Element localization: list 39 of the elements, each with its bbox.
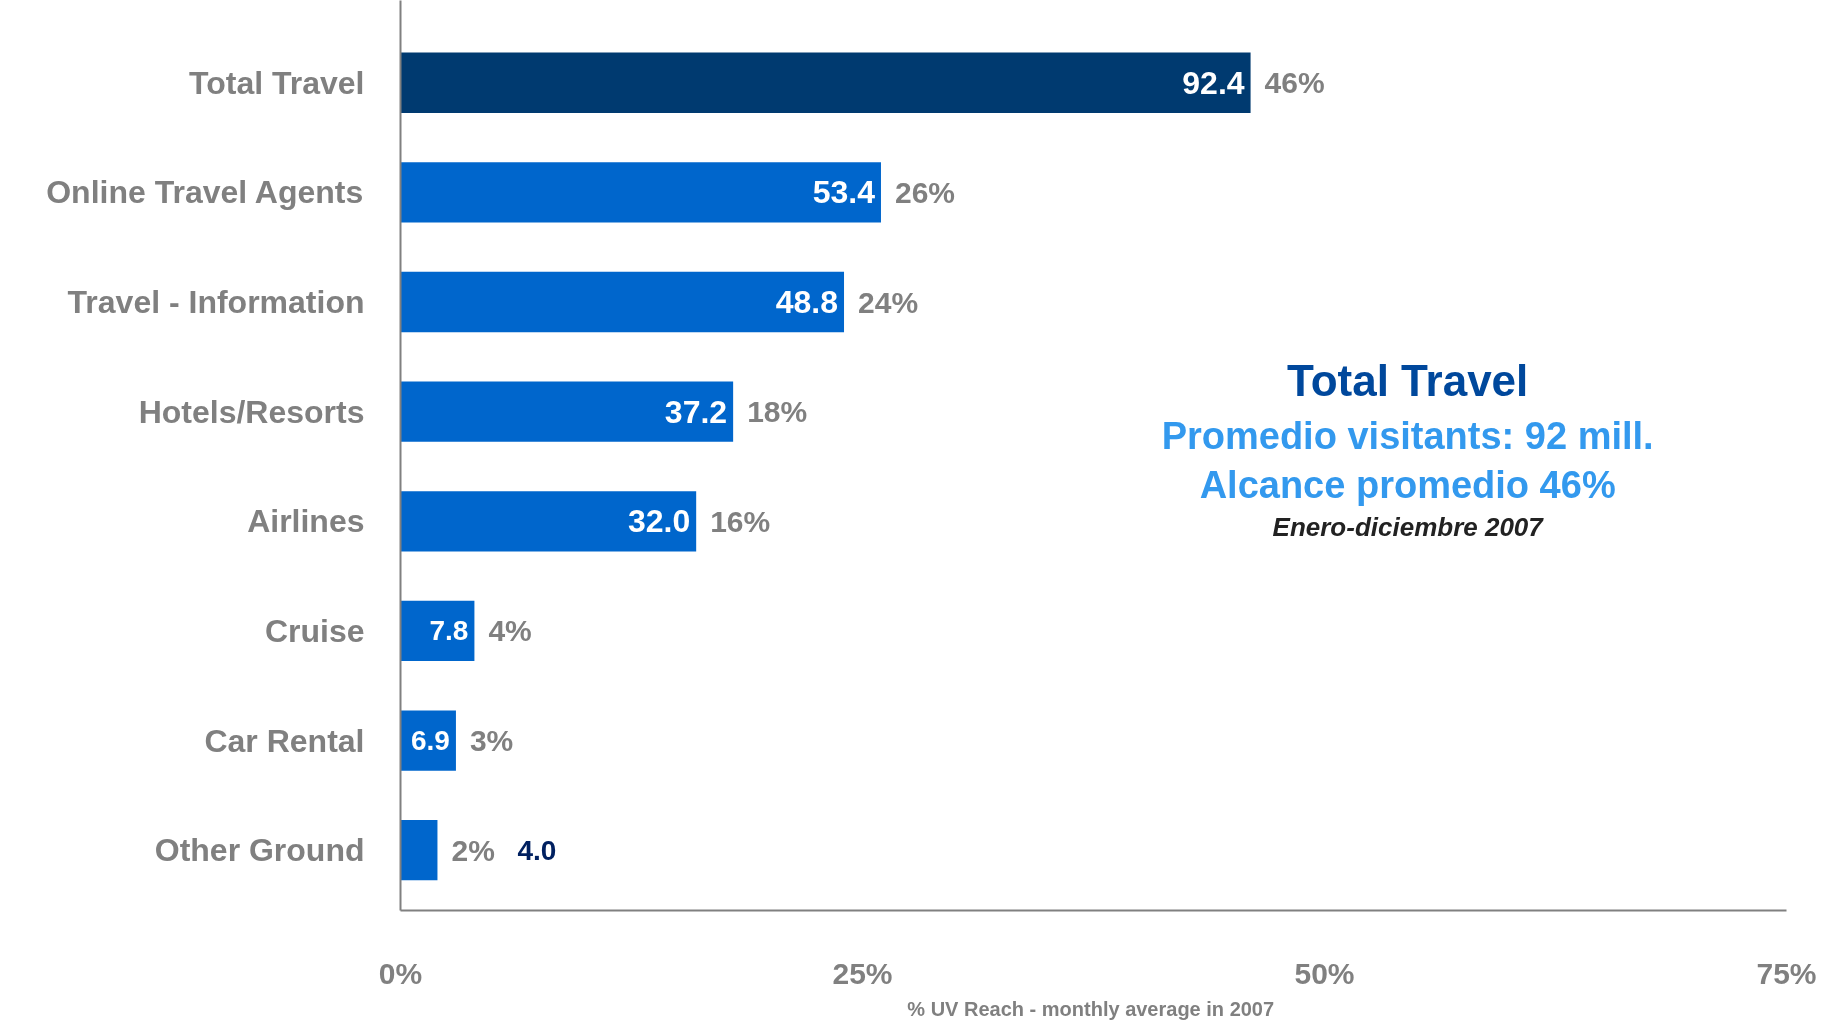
annotation: 37.2 [664,393,728,430]
y-tick-label: Online Travel Agents [46,174,364,211]
bar [400,381,734,442]
y-tick-label: Travel - Information [67,284,365,321]
data-label: 4% [488,614,532,648]
annotation: 7.8 [429,615,469,647]
bar [400,52,1251,113]
bar [400,491,697,552]
x-tick-label: 75% [1756,956,1817,990]
y-tick-label: Airlines [247,503,365,540]
data-label: 26% [894,175,956,209]
annotation: 6.9 [411,725,450,757]
x-tick-label: 50% [1294,956,1355,990]
x-tick-label: 0% [378,956,423,990]
data-label: 3% [469,724,514,758]
y-tick-label: Car Rental [204,722,365,759]
data-label: 18% [747,395,808,429]
annotation: 92.4 [1182,64,1245,101]
y-tick-label: Total Travel [189,64,365,101]
annotation: Total Travel [1287,356,1529,406]
bar [400,162,881,223]
annotation: 4.0 [517,834,557,866]
y-tick-label: Cruise [264,612,365,649]
bar [400,820,438,881]
data-label: 46% [1264,66,1325,100]
annotation: Alcance promedio 46% [1199,464,1616,507]
y-tick-label: Hotels/Resorts [138,393,365,430]
annotation: 53.4 [812,174,876,211]
data-label: 16% [710,504,771,538]
x-axis-title: % UV Reach - monthly average in 2007 [907,997,1275,1020]
annotation: 48.8 [775,284,839,321]
annotation: Promedio visitants: 92 mill. [1161,414,1654,457]
annotation: Enero-diciembre 2007 [1272,511,1545,542]
annotation: 32.0 [627,503,691,540]
data-label: 2% [451,833,495,867]
data-label: 24% [858,285,919,319]
y-tick-label: Other Ground [154,832,365,869]
x-tick-label: 25% [832,956,893,990]
bar [400,271,845,333]
